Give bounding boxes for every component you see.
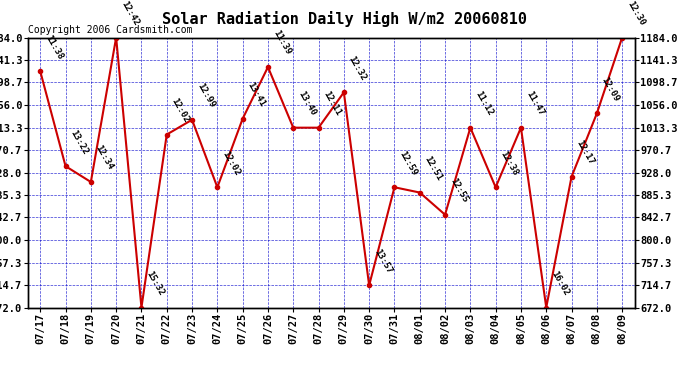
Text: 13:57: 13:57 bbox=[372, 248, 393, 275]
Text: 13:22: 13:22 bbox=[68, 128, 90, 156]
Text: 12:42: 12:42 bbox=[119, 0, 141, 27]
Text: 15:32: 15:32 bbox=[144, 270, 166, 297]
Text: 12:02: 12:02 bbox=[220, 149, 242, 177]
Text: 11:39: 11:39 bbox=[271, 29, 293, 57]
Text: 11:47: 11:47 bbox=[524, 90, 545, 117]
Text: Copyright 2006 Cardsmith.com: Copyright 2006 Cardsmith.com bbox=[28, 25, 192, 35]
Text: 12:55: 12:55 bbox=[448, 177, 469, 204]
Text: 12:32: 12:32 bbox=[347, 54, 368, 82]
Text: 12:17: 12:17 bbox=[575, 139, 596, 166]
Text: 11:12: 11:12 bbox=[473, 90, 495, 117]
Text: 12:34: 12:34 bbox=[94, 144, 115, 172]
Text: 13:40: 13:40 bbox=[296, 90, 317, 117]
Text: 13:41: 13:41 bbox=[246, 81, 267, 108]
Text: 11:38: 11:38 bbox=[43, 33, 65, 61]
Text: 12:09: 12:09 bbox=[600, 75, 621, 103]
Text: 12:99: 12:99 bbox=[195, 82, 217, 110]
Text: Solar Radiation Daily High W/m2 20060810: Solar Radiation Daily High W/m2 20060810 bbox=[163, 11, 527, 27]
Text: 12:30: 12:30 bbox=[625, 0, 647, 27]
Text: 12:38: 12:38 bbox=[499, 149, 520, 177]
Text: 12:51: 12:51 bbox=[423, 154, 444, 182]
Text: 12:11: 12:11 bbox=[322, 90, 343, 117]
Text: 12:02: 12:02 bbox=[170, 96, 191, 124]
Text: 16:02: 16:02 bbox=[549, 270, 571, 297]
Text: 12:59: 12:59 bbox=[397, 149, 419, 177]
